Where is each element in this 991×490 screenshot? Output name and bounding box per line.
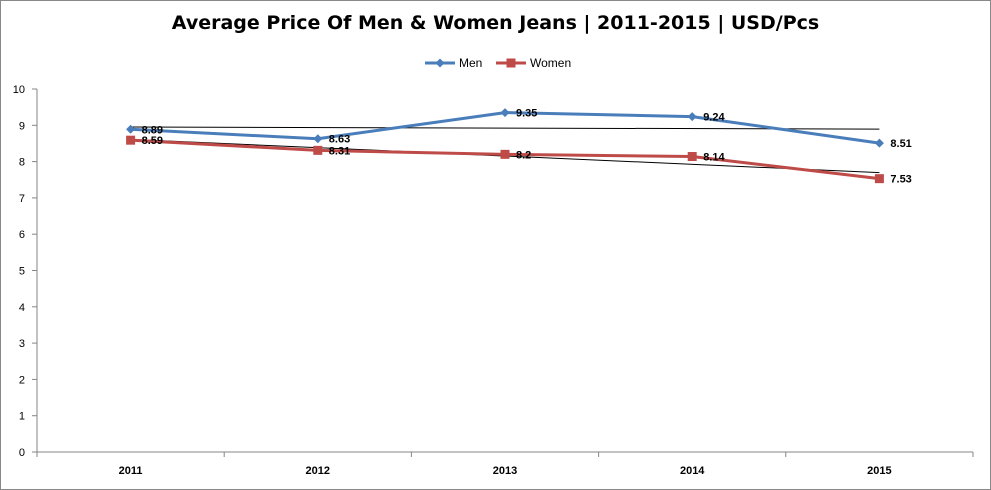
- x-axis: 2011 2012 2013 2014 2015: [36, 451, 974, 477]
- y-tick-label: 9: [19, 120, 25, 132]
- y-tick-label: 8: [19, 157, 25, 169]
- x-tick-label: 2014: [680, 465, 705, 477]
- data-point-women: [874, 174, 884, 184]
- data-point-men: [313, 134, 323, 144]
- data-point-men: [687, 112, 697, 122]
- data-label-men: 9.24: [703, 112, 725, 124]
- data-labels: 8.89 8.63 9.35 9.24 8.51 8.59 8.31 8.2 8.14 7.53: [142, 108, 912, 186]
- y-tick-label: 7: [19, 193, 25, 205]
- legend-marker-women: [506, 58, 516, 68]
- legend-label-women: Women: [530, 56, 571, 70]
- data-point-women: [687, 152, 697, 162]
- data-point-men: [126, 124, 136, 134]
- legend-marker-men: [435, 58, 445, 68]
- y-tick-label: 3: [19, 338, 25, 350]
- data-label-men: 8.63: [329, 134, 350, 146]
- y-tick-label: 4: [19, 302, 25, 314]
- x-tick-label: 2015: [867, 465, 891, 477]
- data-point-men: [874, 138, 884, 148]
- x-tick-label: 2013: [493, 465, 517, 477]
- legend-label-men: Men: [459, 56, 482, 70]
- series-layer: [126, 108, 884, 184]
- chart-title: Average Price Of Men & Women Jeans | 201…: [171, 12, 820, 34]
- data-label-women: 8.31: [329, 145, 350, 157]
- data-point-men: [500, 108, 510, 118]
- data-label-men: 9.35: [516, 108, 537, 120]
- y-tick-label: 1: [19, 411, 25, 423]
- y-tick-label: 10: [13, 84, 25, 96]
- y-tick-label: 0: [19, 447, 25, 459]
- x-tick-label: 2011: [119, 465, 143, 477]
- data-point-women: [126, 135, 136, 145]
- data-label-women: 8.59: [142, 135, 163, 147]
- data-label-women: 8.2: [516, 149, 531, 161]
- data-label-women: 7.53: [890, 174, 911, 186]
- y-tick-label: 5: [19, 266, 25, 278]
- data-point-women: [313, 145, 323, 155]
- data-point-women: [500, 149, 510, 159]
- data-label-men: 8.51: [890, 138, 911, 150]
- legend: Men Women: [425, 56, 571, 70]
- x-tick-label: 2012: [306, 465, 330, 477]
- y-axis: 0 1 2 3 4 5 6 7 8 9 10: [13, 84, 38, 459]
- data-label-women: 8.14: [703, 152, 725, 164]
- data-label-men: 8.89: [142, 124, 163, 136]
- series-line-women: [130, 138, 880, 181]
- y-tick-label: 2: [19, 374, 25, 386]
- y-tick-label: 6: [19, 229, 25, 241]
- trendline-men: [130, 126, 880, 130]
